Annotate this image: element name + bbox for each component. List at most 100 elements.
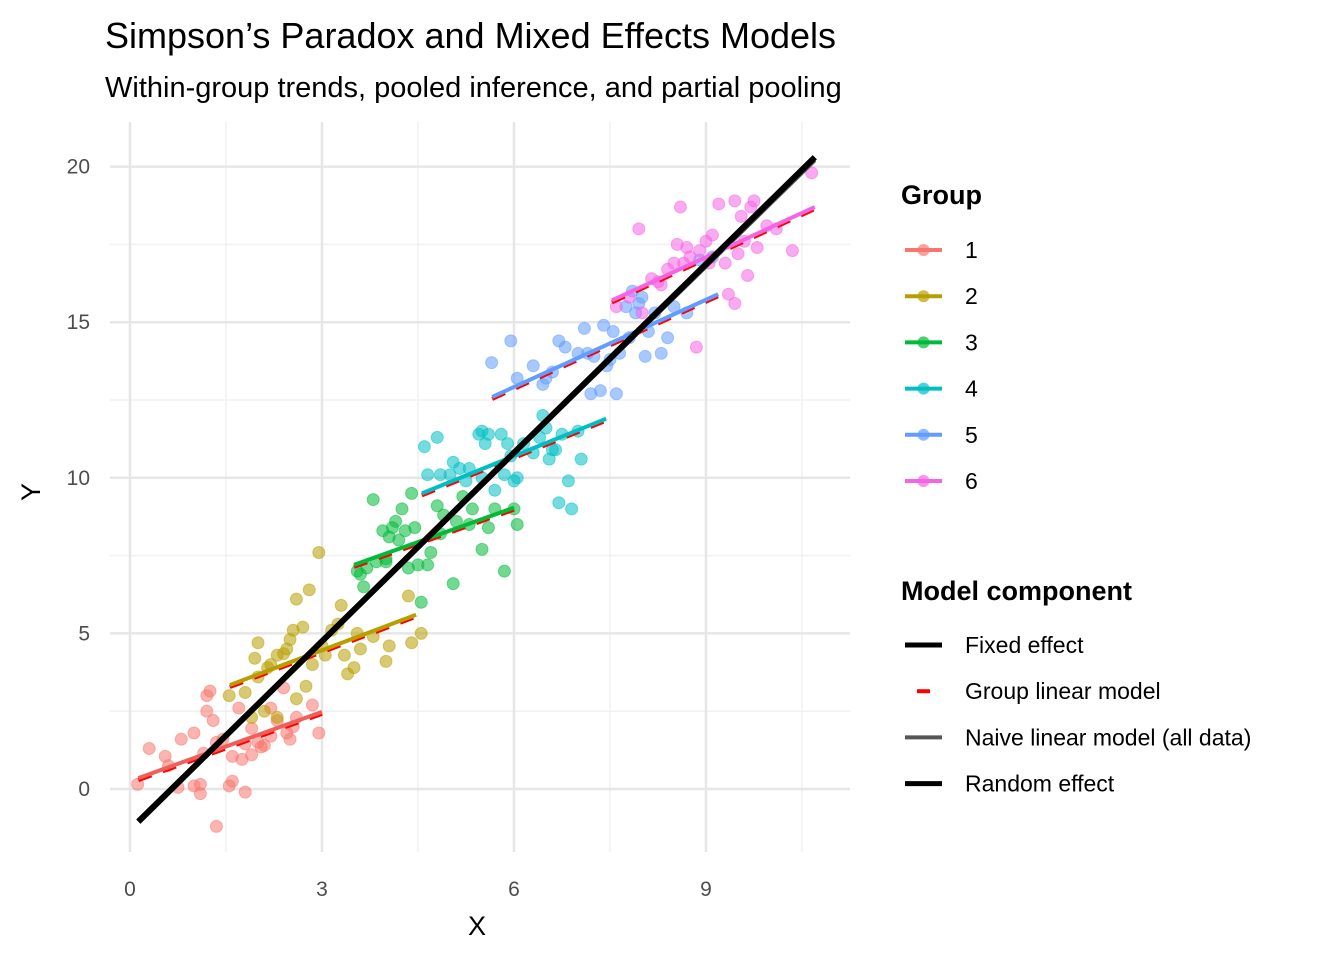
legend-key-point bbox=[917, 244, 930, 256]
legend-models: Fixed effect Group linear model Naive line… bbox=[905, 632, 1251, 797]
data-point-group-3 bbox=[395, 502, 409, 516]
legend-model-title: Model component bbox=[901, 576, 1132, 606]
data-point-group-4 bbox=[430, 430, 444, 444]
data-point-group-2 bbox=[299, 679, 313, 693]
legend-key-point bbox=[917, 290, 930, 303]
data-point-group-1 bbox=[283, 732, 297, 746]
data-point-group-1 bbox=[312, 726, 326, 740]
y-tick-label: 15 bbox=[67, 311, 90, 334]
data-point-group-2 bbox=[353, 642, 367, 656]
legend-label: 3 bbox=[965, 329, 978, 355]
data-point-group-4 bbox=[561, 474, 575, 488]
data-point-group-3 bbox=[353, 567, 367, 581]
data-point-group-2 bbox=[289, 592, 303, 606]
data-point-group-2 bbox=[382, 639, 396, 653]
data-point-group-3 bbox=[392, 533, 406, 547]
data-point-group-6 bbox=[632, 222, 646, 236]
data-point-group-6 bbox=[785, 244, 799, 258]
data-point-group-5 bbox=[593, 384, 607, 398]
data-point-group-5 bbox=[635, 290, 649, 304]
data-point-group-1 bbox=[238, 785, 252, 799]
data-point-group-1 bbox=[232, 701, 246, 715]
x-tick-label: 6 bbox=[508, 878, 520, 901]
data-point-group-6 bbox=[673, 200, 687, 214]
data-point-group-2 bbox=[312, 545, 326, 559]
data-point-group-2 bbox=[379, 654, 393, 668]
data-point-group-3 bbox=[357, 580, 371, 594]
data-point-group-1 bbox=[142, 742, 156, 756]
random-effect-line-2 bbox=[229, 612, 417, 687]
data-point-group-5 bbox=[638, 349, 652, 363]
legend-key-point bbox=[917, 475, 930, 487]
legend-key-point bbox=[917, 382, 930, 395]
data-point-group-6 bbox=[805, 166, 819, 180]
data-point-group-4 bbox=[549, 443, 563, 457]
legend-group-title: Group bbox=[901, 180, 982, 210]
data-point-group-1 bbox=[257, 738, 271, 752]
data-point-group-6 bbox=[741, 269, 755, 283]
data-point-group-4 bbox=[497, 468, 511, 482]
y-tick-label: 20 bbox=[67, 156, 90, 179]
data-point-group-2 bbox=[334, 598, 348, 612]
data-point-group-3 bbox=[475, 542, 489, 556]
data-point-group-3 bbox=[430, 499, 444, 513]
fixed-effect-line bbox=[136, 155, 817, 824]
data-point-group-5 bbox=[485, 356, 499, 370]
data-point-group-6 bbox=[750, 241, 764, 255]
scatter-points bbox=[131, 166, 819, 833]
legend-label: 6 bbox=[965, 468, 978, 494]
data-point-group-1 bbox=[187, 726, 201, 740]
data-point-group-6 bbox=[747, 194, 761, 208]
data-point-group-4 bbox=[417, 440, 431, 454]
data-point-group-2 bbox=[305, 658, 319, 672]
data-point-group-5 bbox=[606, 325, 620, 339]
data-point-group-3 bbox=[408, 521, 422, 535]
data-point-group-3 bbox=[405, 486, 419, 500]
data-point-group-2 bbox=[302, 583, 316, 597]
axis-ticks: 0 3 6 9 0 5 10 15 20 bbox=[67, 156, 712, 901]
data-point-group-3 bbox=[497, 564, 511, 578]
x-tick-label: 9 bbox=[700, 878, 712, 901]
data-point-group-1 bbox=[203, 684, 217, 698]
data-point-group-6 bbox=[728, 297, 742, 311]
data-point-group-1 bbox=[209, 819, 223, 833]
data-point-group-6 bbox=[731, 247, 745, 261]
legend-label: 4 bbox=[965, 376, 978, 402]
data-point-group-5 bbox=[558, 340, 572, 354]
data-point-group-1 bbox=[200, 704, 214, 718]
data-point-group-2 bbox=[257, 704, 271, 718]
legend-label: 1 bbox=[965, 237, 978, 263]
legend-label: Fixed effect bbox=[965, 632, 1084, 658]
data-point-group-4 bbox=[542, 452, 556, 466]
data-point-group-5 bbox=[526, 359, 540, 373]
legend-label: Group linear model bbox=[965, 678, 1161, 704]
data-point-group-6 bbox=[718, 256, 732, 270]
data-point-group-2 bbox=[405, 636, 419, 650]
data-point-group-6 bbox=[693, 244, 707, 258]
y-tick-label: 10 bbox=[67, 467, 90, 490]
data-point-group-6 bbox=[721, 287, 735, 301]
data-point-group-2 bbox=[270, 710, 284, 724]
data-point-group-1 bbox=[245, 748, 259, 762]
data-point-group-1 bbox=[245, 721, 259, 735]
legend-label: Random effect bbox=[965, 771, 1115, 797]
data-point-group-2 bbox=[337, 648, 351, 662]
data-point-group-1 bbox=[174, 732, 188, 746]
y-tick-label: 5 bbox=[78, 622, 90, 645]
random-effect-line-5 bbox=[491, 292, 719, 399]
data-point-group-1 bbox=[225, 774, 239, 788]
legend-key-point bbox=[917, 428, 930, 441]
data-point-group-3 bbox=[421, 558, 435, 572]
data-point-group-5 bbox=[654, 346, 668, 360]
data-point-group-2 bbox=[296, 620, 310, 634]
data-point-group-6 bbox=[712, 197, 726, 211]
data-point-group-4 bbox=[494, 427, 508, 441]
data-point-group-6 bbox=[728, 194, 742, 208]
data-point-group-4 bbox=[421, 468, 435, 482]
data-point-group-2 bbox=[248, 651, 262, 665]
data-point-group-1 bbox=[193, 787, 207, 801]
legend-groups: 1 2 3 4 5 6 bbox=[905, 237, 978, 494]
data-point-group-3 bbox=[481, 521, 495, 535]
data-point-group-2 bbox=[238, 686, 252, 700]
legend-label: Naive linear model (all data) bbox=[965, 724, 1251, 750]
